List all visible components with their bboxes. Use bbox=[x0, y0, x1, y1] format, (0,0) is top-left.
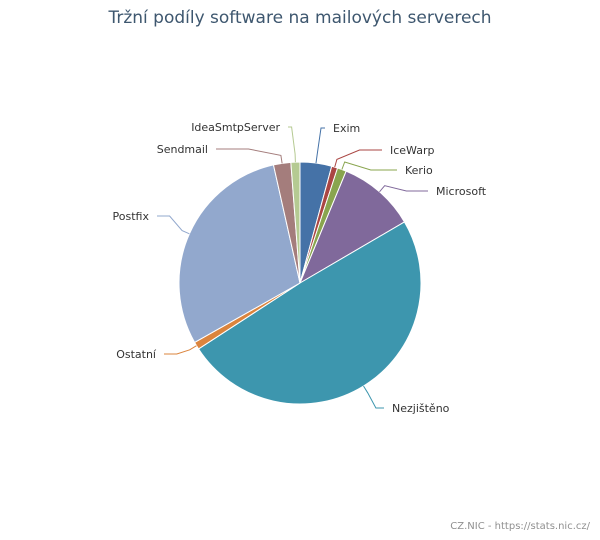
slice-label-postfix: Postfix bbox=[113, 210, 150, 223]
connector-sendmail bbox=[216, 148, 283, 164]
credits-link[interactable]: CZ.NIC - https://stats.nic.cz/ bbox=[450, 521, 590, 532]
slice-label-exim: Exim bbox=[333, 122, 360, 135]
connector-nezjisteno bbox=[363, 385, 384, 409]
connector-icewarp bbox=[334, 149, 382, 168]
slice-label-microsoft: Microsoft bbox=[436, 185, 487, 198]
slice-label-sendmail: Sendmail bbox=[157, 143, 208, 156]
connector-ostatni bbox=[164, 345, 197, 355]
slice-label-ideasmtpserver: IdeaSmtpServer bbox=[191, 121, 280, 134]
connector-microsoft bbox=[379, 185, 428, 193]
connector-ideasmtpserver bbox=[288, 126, 296, 163]
pie-slice-postfix[interactable] bbox=[178, 164, 301, 344]
slice-label-ostatni: Ostatní bbox=[116, 348, 157, 361]
slice-label-kerio: Kerio bbox=[405, 164, 433, 177]
slice-label-icewarp: IceWarp bbox=[390, 144, 434, 157]
connector-exim bbox=[315, 127, 325, 164]
connector-kerio bbox=[341, 161, 397, 171]
pie-slice-microsoft[interactable] bbox=[298, 170, 406, 285]
slice-label-nezjisteno: Nezjištěno bbox=[392, 402, 450, 415]
chart-title: Tržní podíly software na mailových serve… bbox=[108, 8, 492, 28]
connector-postfix bbox=[157, 215, 190, 235]
pie-slice-nezjisteno[interactable] bbox=[197, 221, 422, 405]
